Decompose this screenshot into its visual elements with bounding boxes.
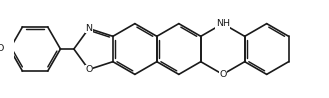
Text: O: O — [85, 65, 92, 74]
Text: O: O — [0, 44, 4, 54]
Text: NH: NH — [216, 19, 230, 28]
Text: N: N — [85, 24, 92, 33]
Text: O: O — [219, 70, 226, 79]
